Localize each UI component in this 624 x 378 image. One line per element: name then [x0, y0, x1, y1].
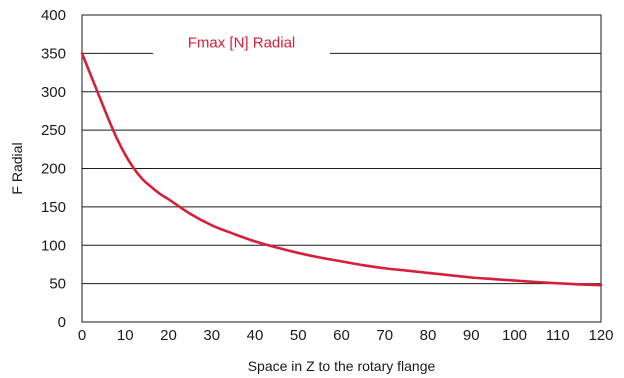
series-layer	[80, 52, 603, 287]
x-tick-label: 0	[78, 327, 86, 344]
plot-area-frame	[81, 14, 602, 323]
x-tick-label: 10	[117, 327, 134, 344]
y-tick-label: 150	[41, 199, 66, 216]
y-tick-label: 200	[41, 161, 66, 178]
x-tick-label: 80	[420, 327, 437, 344]
y-tick-label: 400	[41, 7, 66, 24]
x-tick-label: 70	[376, 327, 393, 344]
series-line	[80, 52, 603, 287]
x-tick-label: 100	[502, 327, 527, 344]
y-tick-label: 100	[41, 237, 66, 254]
legend-entry-label: Fmax [N] Radial	[188, 34, 296, 51]
x-tick-label: 50	[290, 327, 307, 344]
x-tick-labels: 0 10 20 30 40 50 60 70 80 90 100 110 120	[78, 327, 614, 344]
x-tick-label: 30	[203, 327, 220, 344]
x-tick-label: 40	[247, 327, 264, 344]
y-tick-labels: 0 50 100 150 200 250 300 350 400	[41, 7, 66, 331]
x-tick-label: 90	[463, 327, 480, 344]
y-tick-label: 350	[41, 45, 66, 62]
x-tick-label: 120	[588, 327, 613, 344]
legend: Fmax [N] Radial	[188, 34, 296, 51]
y-tick-label: 300	[41, 84, 66, 101]
grid	[82, 52, 601, 285]
y-axis-label: F Radial	[9, 142, 25, 194]
y-tick-label: 250	[41, 122, 66, 139]
y-tick-label: 0	[58, 314, 66, 331]
x-tick-label: 60	[333, 327, 350, 344]
y-tick-label: 50	[49, 276, 66, 293]
x-tick-label: 20	[160, 327, 177, 344]
x-tick-label: 110	[546, 327, 570, 344]
x-axis-label: Space in Z to the rotary flange	[248, 358, 436, 374]
